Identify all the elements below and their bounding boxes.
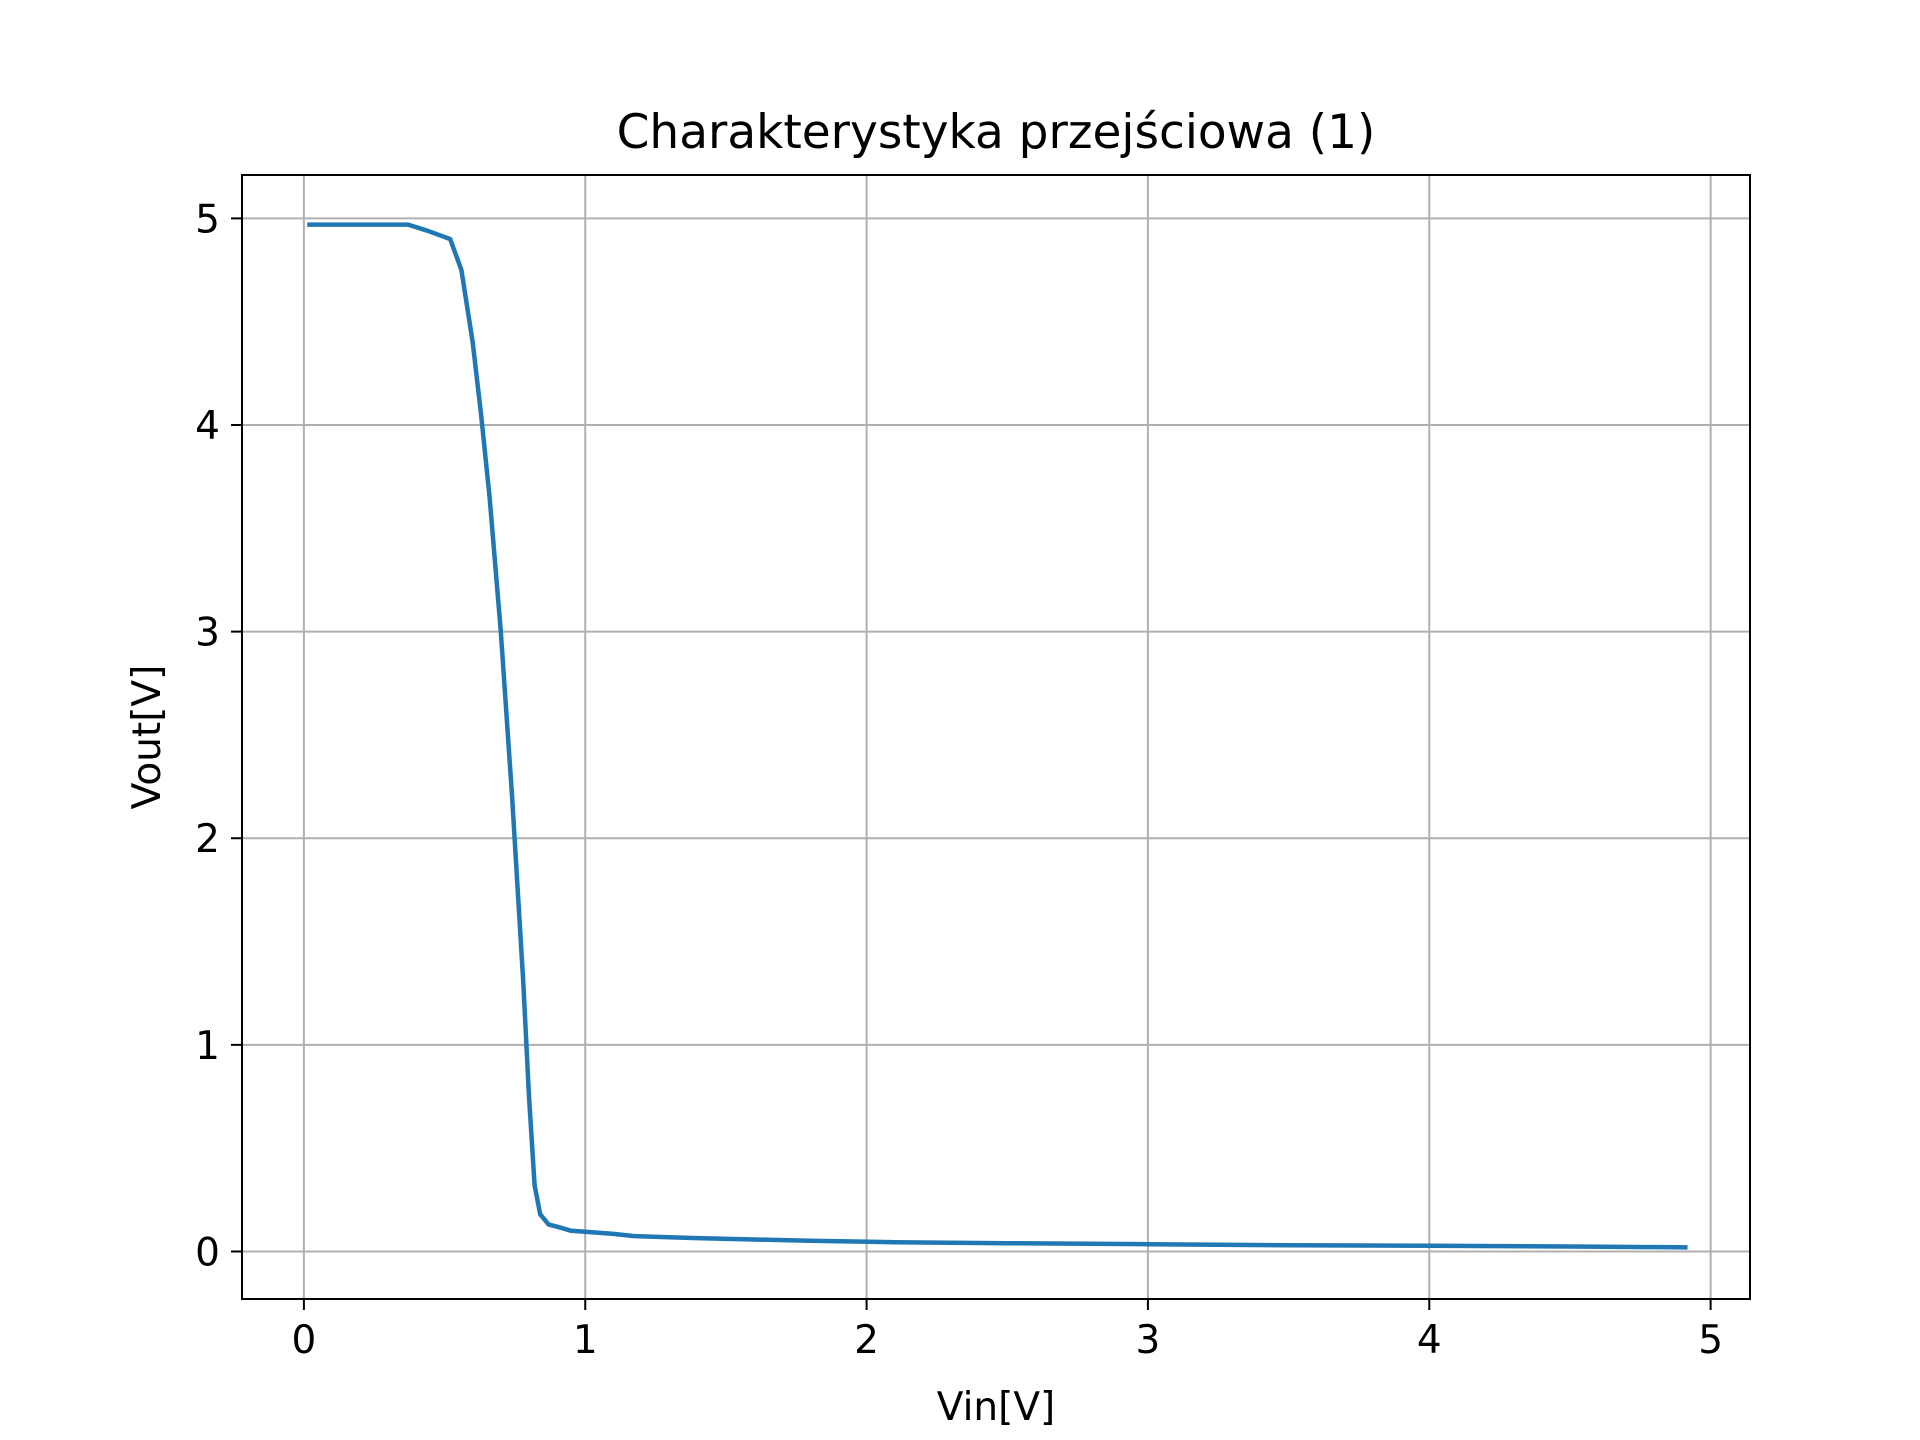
x-tick-label: 1: [573, 1318, 598, 1363]
ticks: 0 1 2 3 4 5 0 1 2 3 4 5: [195, 197, 1723, 1363]
y-tick-label: 5: [195, 197, 220, 242]
chart-title: Charakterystyka przejściowa (1): [617, 105, 1376, 160]
x-tick-label: 3: [1136, 1318, 1161, 1363]
grid: [242, 175, 1750, 1299]
y-axis-label: Vout[V]: [125, 665, 170, 810]
plot-area-background: [242, 175, 1750, 1299]
y-tick-label: 0: [195, 1230, 220, 1275]
x-tick-label: 4: [1417, 1318, 1442, 1363]
x-tick-label: 5: [1698, 1318, 1723, 1363]
y-tick-label: 4: [195, 404, 220, 449]
x-axis-label: Vin[V]: [937, 1385, 1056, 1430]
x-tick-label: 0: [291, 1318, 316, 1363]
x-tick-label: 2: [854, 1318, 879, 1363]
y-tick-label: 1: [195, 1024, 220, 1069]
plot-frame: [241, 174, 1751, 1300]
series-line: [307, 222, 1688, 1250]
series-layer: [307, 222, 1688, 1250]
y-tick-label: 2: [195, 817, 220, 862]
y-tick-label: 3: [195, 611, 220, 656]
